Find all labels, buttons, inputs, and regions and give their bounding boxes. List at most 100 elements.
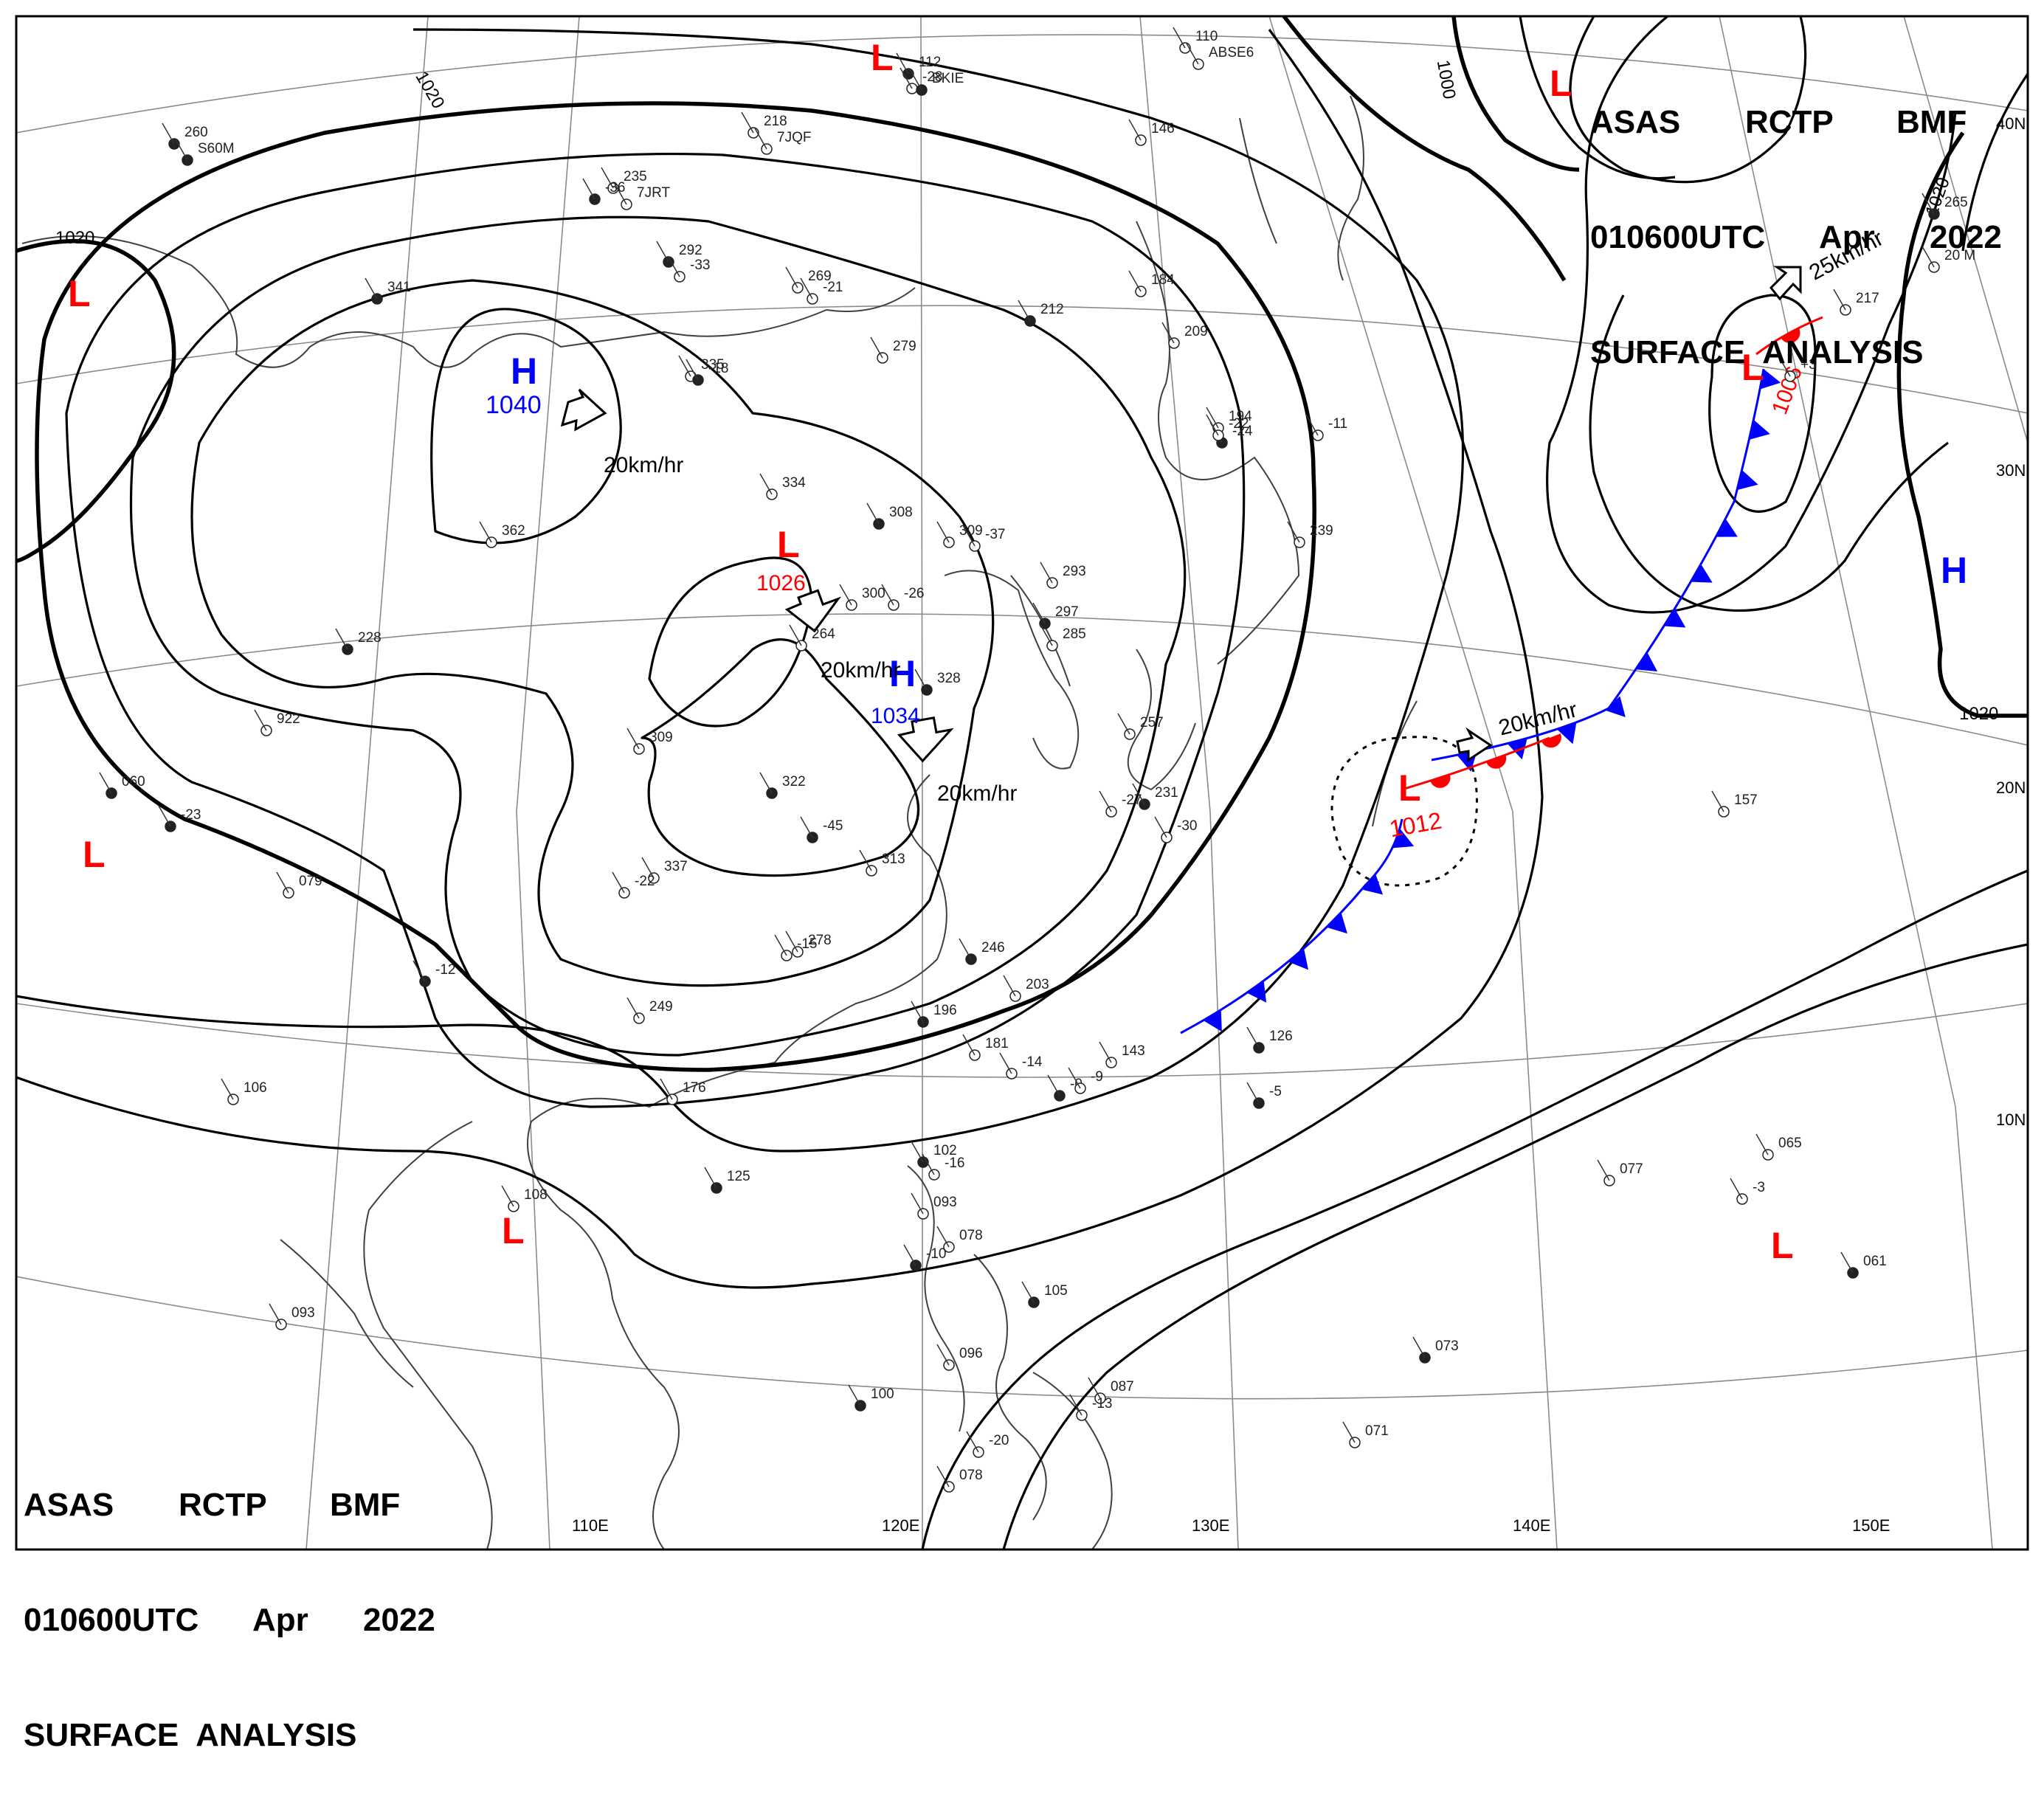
header-title: SURFACE ANALYSIS <box>1590 334 1924 370</box>
station-value: 077 <box>1620 1161 1643 1177</box>
wind-barb <box>759 473 773 495</box>
isobar-central-6 <box>65 152 1246 1108</box>
wind-barb <box>1069 1394 1083 1416</box>
wind-barb <box>900 67 913 89</box>
wind-barb <box>962 525 976 547</box>
surface-analysis-map: 1020 1020 1000 1020 1020 H 1040 H 1034 H… <box>15 15 2029 1551</box>
wind-barb <box>1128 270 1142 292</box>
station-value: 184 <box>1151 272 1175 288</box>
station-value: 218 <box>764 114 787 129</box>
station-value: 125 <box>727 1169 750 1184</box>
header-code: BMF <box>1896 104 1967 140</box>
low-symbol: L <box>1741 347 1764 388</box>
station-value: 102 <box>933 1143 957 1158</box>
station-value: 231 <box>1155 785 1178 801</box>
wind-barb <box>785 930 798 953</box>
motion-label: 20km/hr <box>821 658 900 683</box>
station-value: -30 <box>1177 818 1197 834</box>
station-value: 071 <box>1365 1423 1389 1439</box>
wind-barb <box>1206 407 1219 429</box>
header-time: 010600UTC <box>24 1602 199 1638</box>
station-value: 297 <box>1055 604 1079 620</box>
station-value: 196 <box>933 1003 957 1018</box>
station-value: -16 <box>945 1155 964 1171</box>
low-symbol: L <box>502 1210 525 1251</box>
station-value: 096 <box>959 1346 983 1361</box>
wind-barb <box>1711 790 1724 812</box>
isobar-central-1 <box>430 308 622 545</box>
station-value: 235 <box>624 169 647 184</box>
station-value: 060 <box>122 774 145 790</box>
wind-barb <box>614 183 627 205</box>
station-value: 322 <box>782 774 806 790</box>
wind-barb <box>412 960 426 982</box>
station-value: 093 <box>933 1195 957 1210</box>
station-value: -11 <box>1328 416 1347 432</box>
high-pressure-value: 1034 <box>871 704 920 728</box>
wind-barb <box>936 1465 950 1488</box>
motion-arrows <box>560 266 1802 763</box>
wind-barb <box>1246 1082 1260 1104</box>
isobar-outer-2 <box>16 29 1544 1289</box>
wind-barb <box>1755 1133 1769 1155</box>
station-value: -27 <box>1122 792 1142 808</box>
wind-barb <box>936 1344 950 1366</box>
cold-front-tooth <box>1691 564 1713 583</box>
station-value: 239 <box>1310 523 1333 539</box>
station-value: 337 <box>664 859 688 874</box>
station-value: 264 <box>812 626 835 642</box>
station-value: 105 <box>1044 1283 1068 1299</box>
isobar-1000 <box>1451 16 1580 172</box>
station-value: -12 <box>435 962 455 978</box>
station-value: 194 <box>1229 409 1252 424</box>
station-value: 309 <box>649 730 673 745</box>
cold-front-tooth <box>1246 981 1267 1003</box>
wind-barb <box>667 255 680 277</box>
isobar-outer-1 <box>16 28 1465 1153</box>
wind-barb <box>1068 1067 1081 1089</box>
station-value: S60M <box>198 141 235 156</box>
cold-front-tooth <box>1604 696 1626 717</box>
motion-label: 20km/hr <box>937 781 1017 806</box>
wind-barb <box>1154 816 1167 838</box>
high-symbol: H <box>889 653 916 694</box>
cold-front-tooth <box>1392 829 1415 849</box>
station-value: -18 <box>708 361 728 376</box>
wind-barb <box>365 277 378 300</box>
low-symbol: L <box>1771 1225 1794 1266</box>
wind-barb <box>162 122 175 145</box>
wind-barb <box>909 69 922 91</box>
wind-barb <box>859 849 872 871</box>
header-year: 2022 <box>363 1602 435 1638</box>
station-value: -15 <box>797 936 817 952</box>
isobar-east-bend <box>1589 294 1949 612</box>
wind-barb <box>1597 1159 1610 1181</box>
isobar-1020-west <box>16 238 176 563</box>
wind-barb <box>641 857 655 879</box>
cold-front-tooth <box>1507 738 1527 760</box>
wind-barb <box>582 178 595 200</box>
station-value: 065 <box>1778 1136 1802 1151</box>
warm-front-bump <box>1430 774 1451 788</box>
station-value: -3 <box>1753 1180 1765 1195</box>
isobar-1020-east-2 <box>1896 131 2028 718</box>
wind-barb <box>903 1244 916 1266</box>
wind-barb <box>911 1192 924 1215</box>
wind-barb <box>1128 119 1142 141</box>
chart-header-bottom: ASAS RCTP BMF 010600UTC Apr 2022 SURFACE ANA… <box>24 1409 448 1793</box>
station-value: -10 <box>926 1246 946 1262</box>
isobar-east-3 <box>1961 73 2028 252</box>
isobars <box>16 16 2028 1550</box>
wind-barb <box>1099 1041 1112 1063</box>
station-value: -45 <box>823 818 843 834</box>
wind-barb <box>1021 1281 1035 1303</box>
wind-barb <box>1117 713 1130 735</box>
low-symbol: L <box>83 834 106 875</box>
station-value: -37 <box>985 527 1005 542</box>
longitude-lines <box>305 16 2028 1550</box>
wind-barb <box>1206 414 1219 436</box>
cold-front-tooth <box>1635 652 1658 672</box>
latitude-lines <box>16 34 2028 1400</box>
station-value: 126 <box>1269 1029 1293 1044</box>
wind-barb <box>1032 602 1046 624</box>
